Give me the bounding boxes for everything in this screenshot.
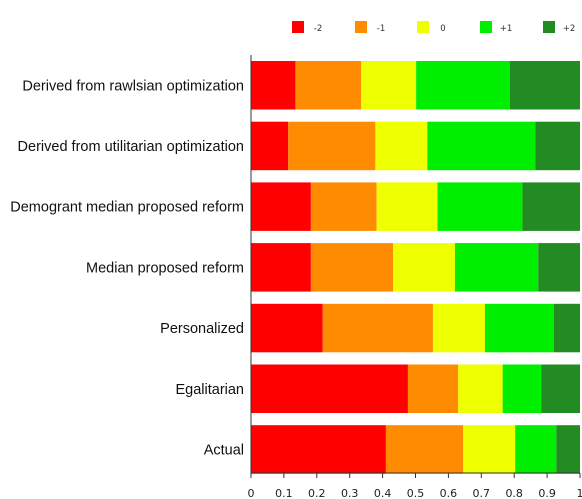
bar-segment-1-4 [535,121,580,171]
bar-segment-0-1 [295,61,362,110]
bar-segment-5-1 [407,364,459,413]
category-label-4: Personalized [160,321,244,337]
bar-segment-3-4 [538,243,580,292]
bar-segment-0-3 [416,61,510,110]
bar-segment-0-4 [509,61,580,110]
bar-segment-1-1 [288,121,376,171]
category-label-3: Median proposed reform [86,260,244,276]
x-tick-label-0: 0 [248,487,255,499]
category-label-6: Actual [204,442,244,458]
bar-segment-3-0 [251,243,311,292]
bar-segment-4-0 [251,303,323,353]
bar-segment-5-4 [541,364,580,413]
x-tick-label-9: 0.9 [538,487,556,499]
legend-swatch-2 [417,21,429,33]
category-label-5: Egalitarian [175,382,244,398]
legend-label-2: 0 [440,24,445,34]
legend-swatch-4 [543,21,555,33]
category-label-1: Derived from utilitarian optimization [18,139,244,155]
bar-segment-4-3 [484,303,555,353]
bar-segment-2-3 [437,182,523,231]
legend-label-3: +1 [500,24,513,34]
bar-segment-1-2 [375,121,428,171]
bar-segment-4-1 [322,303,433,353]
bar-segment-6-2 [463,425,516,474]
bar-segment-0-0 [251,61,296,110]
category-label-0: Derived from rawlsian optimization [22,78,244,94]
category-axis: Derived from rawlsian optimization Derive… [10,78,244,458]
legend-swatch-3 [480,21,492,33]
bar-segment-5-3 [502,364,542,413]
bar-segment-2-4 [522,182,580,231]
legend-label-1: -1 [377,24,385,34]
x-tick-label-1: 0.1 [275,487,293,499]
x-tick-label-4: 0.4 [374,487,392,499]
plot-area [251,61,580,474]
bar-segment-4-2 [432,303,485,353]
x-tick-label-3: 0.3 [341,487,359,499]
bar-segment-3-2 [393,243,455,292]
bar-segment-1-0 [251,121,289,171]
x-tick-label-7: 0.7 [473,487,491,499]
legend: -2 -1 0 +1 +2 [292,21,575,34]
bar-segment-1-3 [427,121,536,171]
bar-segment-2-2 [376,182,438,231]
x-tick-label-5: 0.5 [407,487,425,499]
bar-segment-6-1 [385,425,464,474]
bar-segment-6-3 [515,425,557,474]
bar-segment-5-0 [251,364,408,413]
bar-segment-5-2 [458,364,503,413]
legend-label-4: +2 [563,24,576,34]
bar-segment-2-1 [310,182,377,231]
legend-label-0: -2 [314,24,322,34]
bar-segment-6-0 [251,425,386,474]
category-label-2: Demogrant median proposed reform [10,200,244,216]
x-tick-label-10: 1 [577,487,582,499]
bar-segment-6-4 [556,425,580,474]
bar-segment-4-4 [554,303,580,353]
bar-segment-0-2 [361,61,417,110]
x-tick-label-2: 0.2 [308,487,326,499]
x-axis: 0 0.1 0.2 0.3 0.4 0.5 0.6 0.7 0.8 0.9 1 [248,55,582,499]
legend-swatch-0 [292,21,304,33]
bar-segment-2-0 [251,182,311,231]
legend-swatch-1 [355,21,367,33]
x-tick-label-6: 0.6 [440,487,458,499]
x-tick-label-8: 0.8 [505,487,523,499]
bar-segment-3-3 [454,243,539,292]
bar-segment-3-1 [310,243,394,292]
